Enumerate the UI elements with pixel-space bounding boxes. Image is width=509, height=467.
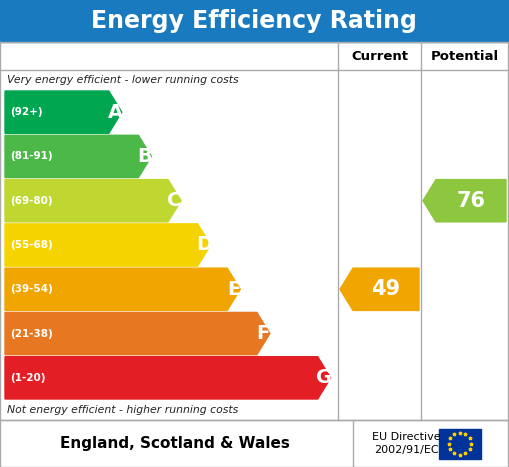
Text: 49: 49 [372, 279, 401, 299]
Bar [0, 420, 509, 467]
Text: (92+): (92+) [10, 107, 43, 117]
Bar [0, 0, 509, 42]
Polygon shape [5, 91, 122, 133]
Polygon shape [5, 268, 240, 311]
Text: Very energy efficient - lower running costs: Very energy efficient - lower running co… [7, 75, 239, 85]
Text: (55-68): (55-68) [10, 240, 53, 250]
Text: (1-20): (1-20) [10, 373, 45, 383]
Text: B: B [137, 147, 152, 166]
Text: 76: 76 [457, 191, 486, 211]
Text: (39-54): (39-54) [10, 284, 53, 294]
Text: G: G [316, 368, 332, 387]
Text: England, Scotland & Wales: England, Scotland & Wales [60, 436, 290, 451]
Polygon shape [5, 135, 151, 177]
Text: EU Directive: EU Directive [372, 432, 440, 441]
Polygon shape [5, 312, 270, 355]
Text: 2002/91/EC: 2002/91/EC [374, 446, 438, 455]
Polygon shape [423, 180, 506, 222]
Text: E: E [227, 280, 240, 299]
Text: Current: Current [351, 50, 408, 63]
Text: Energy Efficiency Rating: Energy Efficiency Rating [91, 9, 417, 33]
Bar [439, 429, 481, 459]
Text: D: D [196, 235, 212, 255]
Text: (69-80): (69-80) [10, 196, 52, 206]
Polygon shape [5, 224, 211, 266]
Text: Not energy efficient - higher running costs: Not energy efficient - higher running co… [7, 405, 238, 415]
Text: (81-91): (81-91) [10, 151, 52, 162]
Text: (21-38): (21-38) [10, 329, 53, 339]
Text: A: A [108, 103, 123, 121]
Polygon shape [5, 180, 181, 222]
Polygon shape [340, 268, 419, 311]
Text: F: F [257, 324, 270, 343]
Text: Potential: Potential [431, 50, 498, 63]
Text: C: C [167, 191, 182, 210]
Polygon shape [5, 357, 331, 399]
